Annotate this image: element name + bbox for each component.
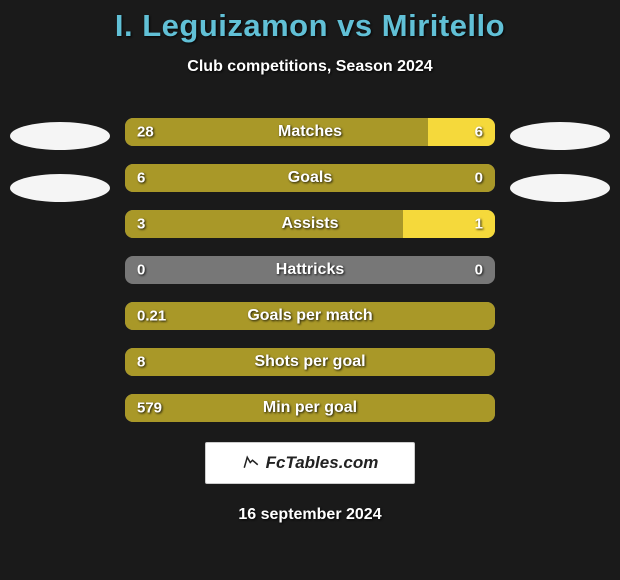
bar-fill-left xyxy=(125,210,403,238)
watermark-badge: FcTables.com xyxy=(205,442,415,484)
stat-value-left: 3 xyxy=(137,216,145,233)
player-badge-right-2 xyxy=(510,174,610,202)
stat-label: Goals xyxy=(288,169,332,187)
stat-value-left: 8 xyxy=(137,354,145,371)
subtitle: Club competitions, Season 2024 xyxy=(187,58,432,76)
stat-label: Min per goal xyxy=(263,399,357,417)
stat-label: Shots per goal xyxy=(254,353,365,371)
stat-bar: 0.21 Goals per match xyxy=(125,302,495,330)
stat-value-right: 6 xyxy=(475,124,483,141)
stat-value-left: 6 xyxy=(137,170,145,187)
stat-value-left: 0.21 xyxy=(137,308,166,325)
bar-fill-right xyxy=(428,118,495,146)
stat-value-left: 28 xyxy=(137,124,154,141)
player-badge-right-1 xyxy=(510,122,610,150)
stat-label: Assists xyxy=(282,215,339,233)
stat-bar: 579 Min per goal xyxy=(125,394,495,422)
stat-value-left: 579 xyxy=(137,400,162,417)
stat-label: Goals per match xyxy=(247,307,372,325)
stat-value-right: 1 xyxy=(475,216,483,233)
stat-bar: 0 0 Hattricks xyxy=(125,256,495,284)
stat-value-right: 0 xyxy=(475,262,483,279)
stat-label: Matches xyxy=(278,123,342,141)
stat-value-left: 0 xyxy=(137,262,145,279)
stat-bars: 28 6 Matches 6 0 Goals 3 1 Assists 0 0 Hattricks 0.2… xyxy=(125,118,495,422)
comparison-infographic: I. Leguizamon vs Miritello Club competit… xyxy=(0,0,620,580)
bar-fill-left xyxy=(125,118,428,146)
page-title: I. Leguizamon vs Miritello xyxy=(115,8,505,44)
stat-value-right: 0 xyxy=(475,170,483,187)
watermark-label: FcTables.com xyxy=(266,453,379,473)
player-badge-left-2 xyxy=(10,174,110,202)
watermark-text: FcTables.com xyxy=(242,452,379,475)
stat-bar: 6 0 Goals xyxy=(125,164,495,192)
stat-bar: 28 6 Matches xyxy=(125,118,495,146)
stat-bar: 3 1 Assists xyxy=(125,210,495,238)
stat-bar: 8 Shots per goal xyxy=(125,348,495,376)
stat-label: Hattricks xyxy=(276,261,344,279)
date-line: 16 september 2024 xyxy=(238,506,381,524)
player-badge-left-1 xyxy=(10,122,110,150)
pointer-icon xyxy=(242,452,260,475)
